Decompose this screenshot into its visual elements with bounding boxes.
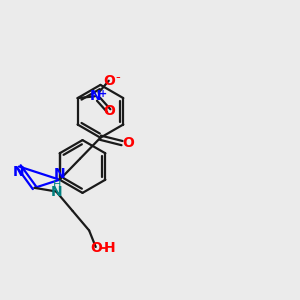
Text: O: O <box>90 241 102 255</box>
Text: O: O <box>103 104 115 118</box>
Text: N: N <box>13 165 25 179</box>
Text: -: - <box>115 70 120 84</box>
Text: O: O <box>103 74 115 88</box>
Text: +: + <box>99 89 107 99</box>
Text: N: N <box>54 167 65 181</box>
Text: H: H <box>103 241 115 255</box>
Text: N: N <box>51 185 62 199</box>
Text: N: N <box>90 89 101 103</box>
Text: H: H <box>52 180 61 190</box>
Text: O: O <box>123 136 135 150</box>
